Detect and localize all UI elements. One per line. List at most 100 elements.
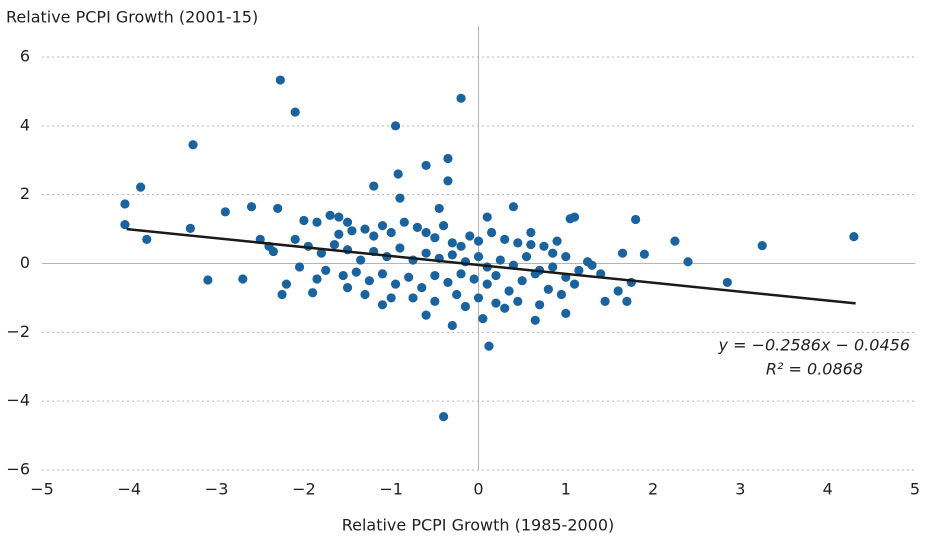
point [526, 239, 536, 250]
y-tick-label: −4 [6, 391, 30, 410]
point [369, 181, 379, 191]
x-tick-label: −5 [30, 480, 54, 499]
y-tick-label: 2 [20, 184, 30, 203]
point [369, 231, 379, 241]
point [325, 210, 335, 220]
point [299, 215, 309, 226]
point [338, 270, 348, 281]
point [500, 303, 510, 313]
x-tick-label: 4 [823, 480, 833, 499]
x-tick-label: 2 [648, 480, 658, 499]
point [312, 217, 322, 227]
point [238, 274, 248, 284]
point [356, 255, 366, 265]
point [535, 300, 545, 310]
point [438, 412, 449, 422]
point [491, 298, 501, 308]
r-squared: R² = 0.0868 [766, 360, 863, 379]
point [434, 203, 444, 214]
point [308, 288, 318, 298]
point [246, 202, 257, 212]
point [757, 241, 767, 251]
point [377, 269, 388, 279]
point [188, 140, 198, 150]
point [399, 217, 409, 227]
x-tick-label: 3 [735, 480, 745, 499]
point [316, 248, 326, 258]
point [556, 289, 567, 300]
point [342, 282, 353, 293]
point [513, 238, 523, 248]
y-axis-label: Relative PCPI Growth (2001-15) [6, 8, 258, 27]
trend-line [126, 227, 856, 305]
point [473, 293, 484, 303]
point [421, 227, 431, 238]
point [321, 265, 331, 275]
x-tick-label: −2 [292, 480, 316, 499]
point [517, 276, 527, 286]
point [526, 227, 536, 238]
point [386, 293, 396, 303]
point [142, 234, 152, 245]
point [438, 221, 449, 231]
x-tick-label: −4 [118, 480, 142, 499]
x-tick-label: 0 [473, 480, 483, 499]
x-axis-label: Relative PCPI Growth (1985-2000) [342, 516, 615, 535]
point [390, 121, 401, 131]
point [393, 169, 403, 179]
point [469, 274, 479, 284]
point [412, 222, 422, 232]
point [430, 296, 440, 306]
y-tick-label: −6 [6, 460, 30, 479]
point [617, 248, 628, 258]
point [456, 241, 466, 251]
point [447, 238, 457, 248]
point [587, 260, 597, 270]
point [430, 270, 440, 281]
point [456, 93, 466, 103]
point [120, 199, 130, 209]
point [561, 252, 571, 262]
point [185, 223, 196, 233]
point [504, 286, 514, 296]
point [539, 241, 549, 251]
point [491, 270, 501, 281]
point [364, 276, 374, 286]
point [473, 252, 484, 262]
point [513, 296, 523, 306]
point [482, 279, 492, 289]
point [281, 279, 292, 289]
point [465, 231, 475, 241]
point [203, 275, 213, 285]
point [273, 203, 283, 214]
point [561, 308, 571, 319]
point [548, 262, 558, 272]
point [395, 193, 405, 203]
point [622, 296, 632, 306]
point [404, 272, 414, 282]
x-tick-label: −3 [205, 480, 229, 499]
point [482, 212, 492, 222]
point [484, 341, 494, 351]
point [351, 267, 361, 277]
point [569, 279, 580, 289]
y-tick-label: 4 [20, 115, 30, 134]
point [631, 214, 641, 225]
point [447, 250, 457, 260]
point [275, 75, 285, 85]
point [683, 257, 693, 267]
point [347, 226, 357, 236]
point [452, 289, 462, 300]
point [543, 284, 553, 294]
equation: y = −0.2586x − 0.0456 [718, 336, 910, 355]
point [495, 255, 505, 265]
point [456, 269, 466, 279]
point [417, 282, 427, 293]
point [569, 212, 580, 222]
point [342, 217, 353, 227]
point [430, 233, 440, 243]
point [220, 207, 230, 217]
point [136, 182, 146, 192]
point [500, 234, 510, 245]
point [408, 293, 418, 303]
